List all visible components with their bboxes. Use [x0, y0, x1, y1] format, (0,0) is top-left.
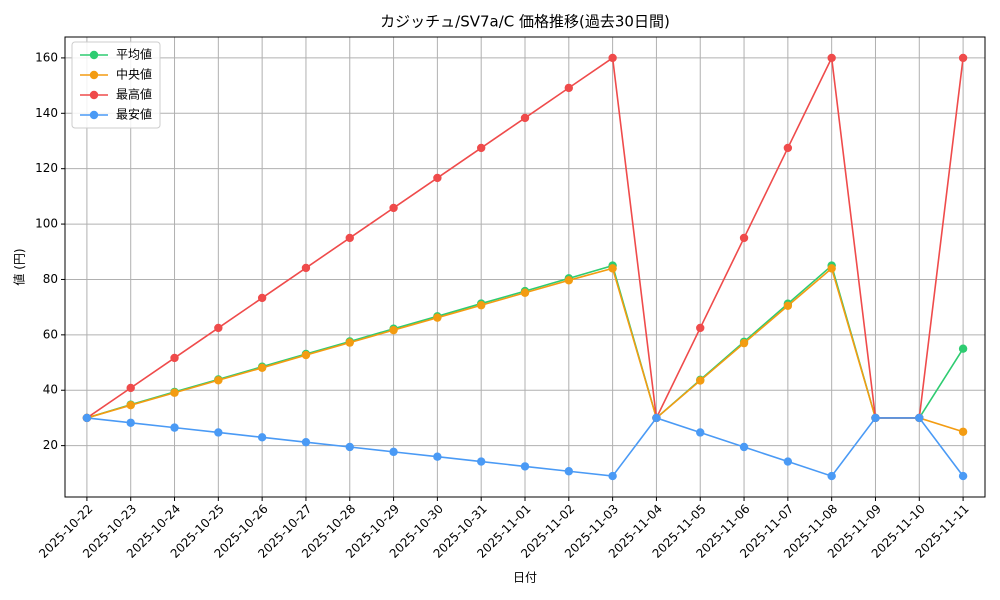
point	[958, 471, 968, 481]
point	[564, 276, 574, 285]
point	[827, 471, 836, 481]
y-tick-label: 160	[35, 50, 58, 64]
point	[389, 447, 398, 457]
point	[783, 301, 793, 310]
point	[739, 233, 749, 243]
point	[257, 363, 267, 373]
x-axis-label: 日付	[513, 571, 537, 585]
point	[696, 376, 705, 385]
y-tick-label: 80	[43, 272, 58, 286]
y-tick-label: 140	[35, 106, 58, 120]
point	[476, 143, 486, 153]
legend-marker	[89, 70, 99, 80]
point	[82, 413, 92, 423]
point	[739, 442, 749, 452]
legend-marker	[89, 50, 99, 60]
point	[126, 418, 135, 427]
legend-label: 最安値	[116, 107, 152, 122]
point	[520, 288, 530, 297]
y-tick-label: 40	[43, 383, 58, 397]
legend-marker	[89, 90, 99, 100]
legend-label: 最高値	[116, 87, 152, 102]
point	[783, 143, 793, 153]
point	[958, 53, 968, 63]
point	[126, 400, 135, 410]
point	[827, 53, 836, 63]
point	[214, 428, 223, 437]
point	[345, 442, 354, 452]
point	[783, 457, 793, 466]
point	[696, 323, 705, 333]
point	[389, 203, 398, 213]
point	[301, 350, 311, 360]
point	[652, 413, 661, 423]
point	[389, 325, 398, 335]
plot-frame	[64, 36, 986, 498]
point	[608, 471, 617, 481]
chart-title: カジッチュ/SV7a/C 価格推移(過去30日間)	[380, 13, 670, 31]
point	[301, 437, 311, 447]
y-axis-label: 値 (円)	[12, 248, 27, 285]
point	[257, 293, 267, 303]
y-tick-label: 20	[43, 438, 58, 452]
point	[170, 423, 179, 432]
point	[345, 233, 354, 243]
point	[257, 433, 267, 442]
point	[214, 323, 223, 333]
point	[476, 301, 486, 310]
point	[915, 413, 924, 423]
y-tick-label: 60	[43, 327, 58, 341]
point	[696, 428, 705, 437]
y-tick-label: 120	[35, 161, 58, 175]
point	[520, 113, 530, 123]
legend-marker	[89, 110, 99, 120]
point	[827, 264, 836, 273]
point	[871, 413, 880, 423]
legend-label: 中央値	[116, 67, 152, 82]
point	[214, 376, 223, 385]
point	[476, 457, 486, 466]
point	[958, 344, 968, 353]
point	[958, 427, 968, 436]
legend-label: 平均値	[116, 47, 152, 62]
point	[301, 263, 311, 273]
point	[608, 53, 617, 63]
point	[433, 452, 442, 461]
point	[608, 264, 617, 273]
point	[564, 467, 574, 476]
point	[170, 388, 179, 397]
point	[739, 338, 749, 348]
point	[564, 83, 574, 93]
point	[520, 462, 530, 471]
point	[126, 383, 135, 393]
point	[433, 173, 442, 183]
y-tick-label: 100	[35, 217, 58, 231]
point	[433, 313, 442, 322]
point	[345, 338, 354, 347]
legend-box	[71, 41, 161, 129]
point	[170, 353, 179, 363]
